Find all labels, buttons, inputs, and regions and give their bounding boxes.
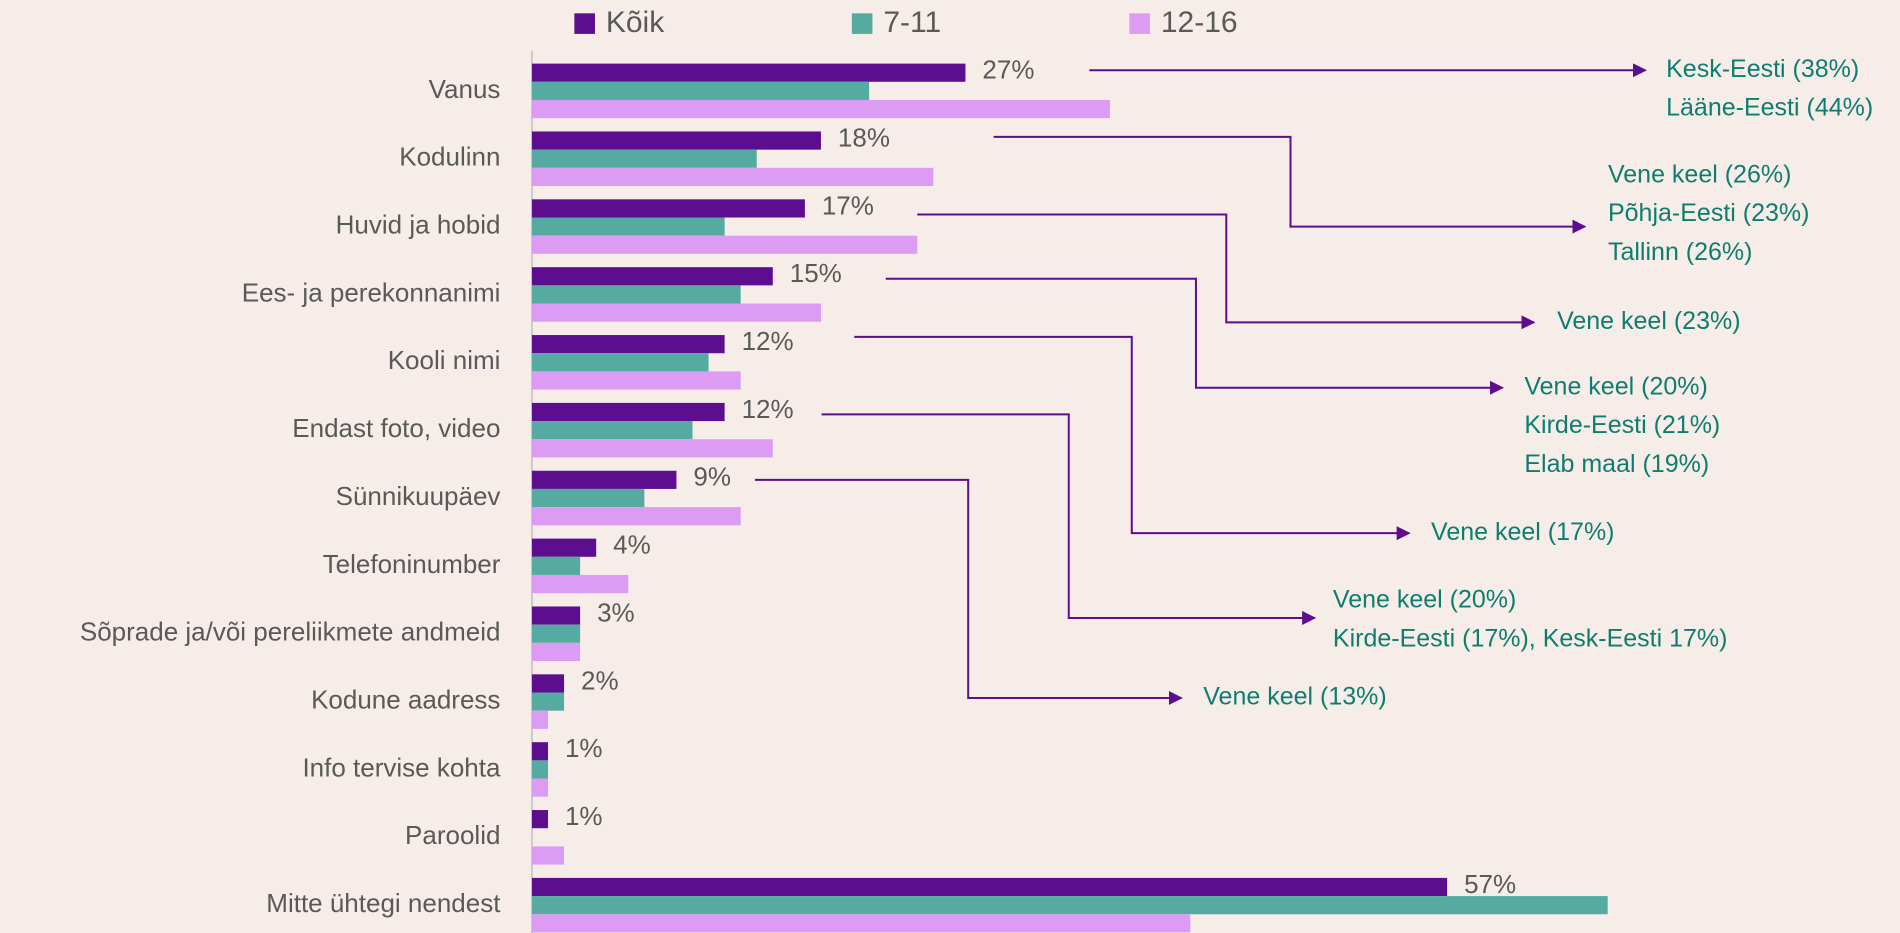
bar [531, 624, 581, 643]
bar [531, 778, 549, 797]
annotation-text: Vene keel (20%) [1333, 586, 1516, 614]
bar [531, 642, 581, 662]
category-label: Sõprade ja/või pereliikmete andmeid [80, 617, 501, 647]
bar [531, 574, 629, 594]
bar [531, 846, 565, 865]
annotation-text: Vene keel (13%) [1203, 683, 1386, 711]
category-label: Vanus [429, 74, 501, 104]
bar [531, 606, 581, 625]
legend-swatch [1129, 13, 1150, 34]
annotation-text: Vene keel (17%) [1431, 518, 1614, 546]
bar [531, 267, 773, 286]
bar [531, 285, 741, 304]
bar [531, 371, 741, 390]
value-label: 9% [693, 462, 731, 492]
annotation-arrow [754, 478, 1183, 705]
annotation-arrow [821, 413, 1317, 625]
annotation-arrow [917, 213, 1536, 330]
value-label: 27% [982, 55, 1034, 85]
value-label: 15% [790, 258, 842, 288]
value-label: 17% [822, 190, 874, 220]
value-label: 1% [565, 801, 603, 831]
bar [531, 810, 549, 829]
bar [531, 149, 757, 168]
bar [531, 538, 597, 557]
annotation-text: Elab maal (19%) [1524, 450, 1709, 478]
annotation-text: Põhja-Eesti (23%) [1608, 199, 1809, 227]
bar [531, 488, 645, 508]
bar [531, 692, 565, 711]
category-label: Huvid ja hobid [336, 209, 501, 239]
category-label: Info tervise kohta [302, 752, 501, 782]
value-label: 4% [613, 530, 651, 560]
category-label: Telefoninumber [323, 549, 501, 579]
bar [531, 914, 1191, 933]
annotation-text: Vene keel (20%) [1524, 372, 1707, 400]
bar [531, 760, 549, 779]
bar [531, 556, 581, 575]
annotation-arrow [854, 335, 1411, 541]
bar [531, 896, 1608, 915]
bar [531, 63, 966, 82]
annotation-text: Kirde-Eesti (17%), Kesk-Eesti 17%) [1333, 624, 1728, 652]
bar [531, 421, 693, 440]
category-label: Kooli nimi [388, 345, 501, 375]
category-label: Kodulinn [399, 142, 500, 172]
value-label: 18% [838, 122, 890, 152]
value-label: 1% [565, 733, 603, 763]
category-label: Kodune aadress [311, 684, 500, 714]
bar [531, 877, 1448, 897]
bar [531, 167, 934, 187]
category-label: Ees- ja perekonnanimi [242, 277, 501, 307]
bar [531, 439, 773, 458]
value-label: 57% [1464, 869, 1516, 899]
legend-label: Kõik [606, 6, 665, 39]
bar [531, 131, 821, 150]
legend-label: 7-11 [883, 6, 941, 39]
category-label: Sünnikuupäev [336, 481, 501, 511]
annotation-text: Vene keel (23%) [1557, 307, 1740, 335]
bar [531, 81, 870, 100]
annotation-text: Lääne-Eesti (44%) [1666, 94, 1873, 122]
category-label: Paroolid [405, 820, 500, 850]
annotation-text: Tallinn (26%) [1608, 238, 1753, 266]
bar [531, 402, 725, 422]
category-label: Mitte ühtegi nendest [266, 888, 501, 918]
annotation-arrow [885, 277, 1504, 395]
bar [531, 710, 549, 729]
legend-label: 12-16 [1161, 6, 1238, 39]
legend-swatch [851, 13, 873, 34]
bar [531, 674, 565, 693]
bar [531, 742, 549, 761]
bar [531, 235, 918, 254]
annotation-text: Kesk-Eesti (38%) [1666, 55, 1859, 83]
bar [531, 199, 805, 218]
legend-swatch [574, 13, 595, 34]
value-label: 12% [742, 394, 794, 424]
bar [531, 507, 741, 526]
bar [531, 353, 709, 372]
value-label: 12% [742, 326, 794, 356]
category-label: Endast foto, video [292, 413, 500, 443]
annotation-text: Vene keel (26%) [1608, 160, 1791, 188]
bar [531, 335, 725, 354]
bar [531, 99, 1110, 119]
annotation-text: Kirde-Eesti (21%) [1524, 411, 1720, 439]
bar [531, 470, 677, 489]
bar [531, 303, 821, 322]
annotation-arrow [993, 135, 1587, 234]
value-label: 2% [581, 665, 619, 695]
bar [531, 217, 725, 236]
value-label: 3% [597, 597, 635, 627]
